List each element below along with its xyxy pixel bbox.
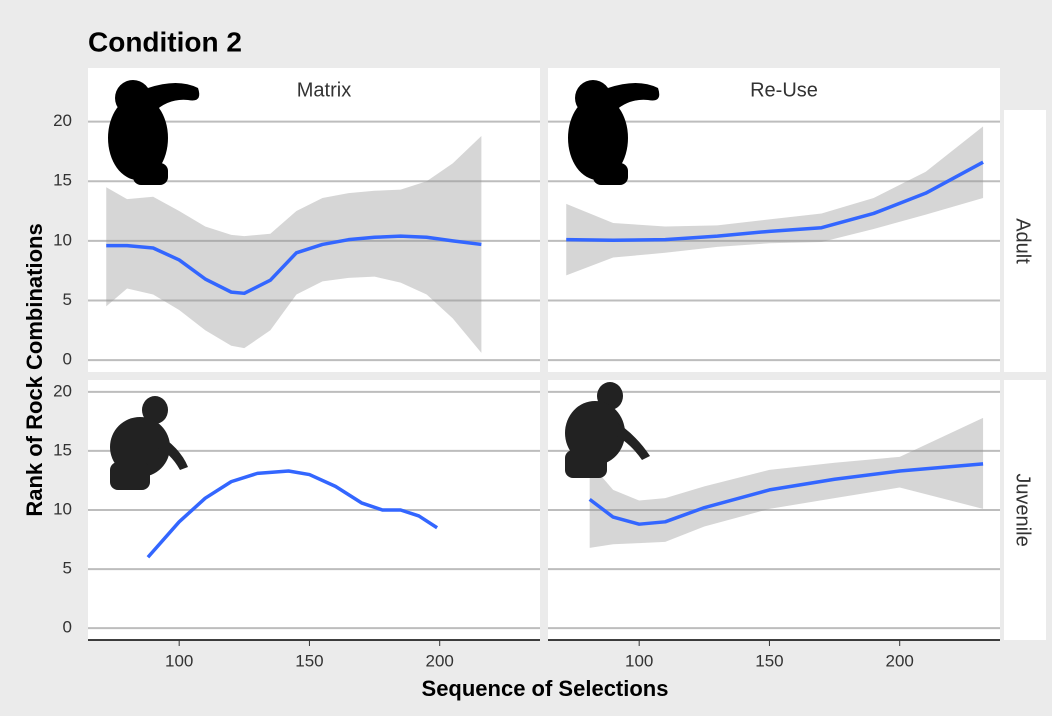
x-tick-label: 150 <box>295 651 323 670</box>
plot-layer: Adult Juvenile 0 5 10 15 20 Matrix Re-Use 0 5 10 15 2… <box>53 68 1046 670</box>
y-tick-label: 10 <box>53 499 72 518</box>
trend-line <box>146 469 439 559</box>
chart-title: Condition 2 <box>88 26 242 57</box>
confidence-band <box>106 135 482 353</box>
row-strip <box>1004 380 1046 640</box>
column-label: Matrix <box>297 79 351 101</box>
row-strip <box>1004 110 1046 372</box>
y-tick-label: 5 <box>63 290 72 309</box>
chimp-icon <box>568 80 660 185</box>
x-tick-label: 150 <box>755 651 783 670</box>
trend-line <box>106 234 482 296</box>
y-tick-label: 15 <box>53 171 72 190</box>
y-tick-label: 10 <box>53 230 72 249</box>
y-tick-label: 15 <box>53 440 72 459</box>
y-tick-label: 0 <box>63 350 72 369</box>
y-axis-label: Rank of Rock Combinations <box>22 223 47 516</box>
trend-line <box>566 160 984 243</box>
y-tick-label: 0 <box>63 618 72 637</box>
column-label: Re-Use <box>750 79 818 101</box>
trend-line <box>588 462 984 526</box>
row-label: Adult <box>1012 218 1034 264</box>
x-axis-label: Sequence of Selections <box>422 676 669 701</box>
chimp-icon <box>108 80 200 185</box>
x-tick-label: 200 <box>426 651 454 670</box>
x-tick-label: 100 <box>625 651 653 670</box>
chimp-icon <box>565 382 650 478</box>
x-tick-label: 100 <box>165 651 193 670</box>
y-tick-label: 20 <box>53 111 72 130</box>
y-tick-label: 5 <box>63 559 72 578</box>
y-tick-label: 20 <box>53 381 72 400</box>
row-label: Juvenile <box>1012 473 1034 546</box>
chimp-icons <box>108 80 660 490</box>
chimp-icon <box>110 396 188 490</box>
x-tick-label: 200 <box>886 651 914 670</box>
